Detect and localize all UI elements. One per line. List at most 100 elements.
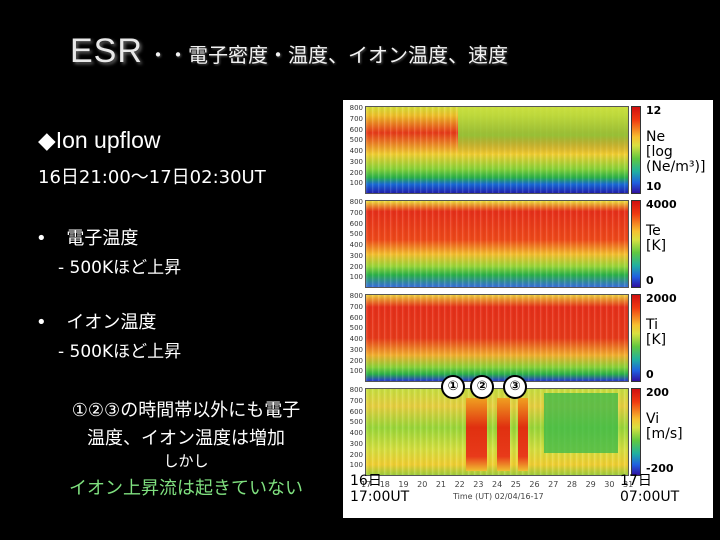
x-tick-label: 24 <box>492 480 503 489</box>
y-tick-label: 800 <box>349 198 363 206</box>
start-time-label: 16日 17:00UT <box>350 473 409 505</box>
panel-vi <box>365 388 629 476</box>
colorbar-label: Ti [K] <box>646 318 666 348</box>
title-subtitle: ・・電子密度・温度、イオン温度、速度 <box>148 43 509 67</box>
panel-ne <box>365 106 629 194</box>
y-tick-label: 400 <box>349 147 363 155</box>
y-tick-label: 200 <box>349 168 363 177</box>
conclusion-line-1: ①②③の時間帯以外にも電子 <box>71 400 301 421</box>
colorbar-te <box>631 200 641 288</box>
title-main: ESR <box>70 32 143 70</box>
y-tick-label: 300 <box>349 157 363 166</box>
colorbar-max: 12 <box>646 104 662 117</box>
conclusion-line-3: しかし <box>163 452 209 470</box>
end-day: 17日 <box>620 473 652 489</box>
bullet-ion-temp: • イオン温度 <box>36 308 156 334</box>
end-time-label: 17日 07:00UT <box>620 473 679 505</box>
ne-green-region <box>457 107 628 155</box>
y-tick-label: 700 <box>349 302 363 311</box>
colorbar-max: 200 <box>646 386 669 399</box>
x-tick-label: 18 <box>379 480 390 489</box>
x-tick-label: 17 <box>361 480 372 489</box>
y-tick-label: 300 <box>349 251 363 260</box>
y-tick-label: 600 <box>349 219 363 228</box>
x-tick-label: 28 <box>566 480 578 489</box>
vi-red-streak <box>497 397 511 471</box>
bullet-electron-temp-title: 電子温度 <box>66 228 139 249</box>
colorbar-label: Vi [m/s] <box>646 412 683 442</box>
y-tick-label: 300 <box>349 439 363 448</box>
colorbar-label-line: (Ne/m³)] <box>646 159 706 175</box>
bullet-ion-temp-note: - 500Kほど上昇 <box>58 342 182 362</box>
bullet-dot: • <box>36 312 47 333</box>
colorbar-min: -200 <box>646 462 674 475</box>
x-tick-label: 20 <box>417 480 428 489</box>
colorbar-label-line: [K] <box>646 238 667 254</box>
left-text-column: ◆Ion upflow 16日21:00～17日02:30UT • 電子温度 -… <box>0 0 340 540</box>
end-hour: 07:00UT <box>620 489 680 505</box>
y-tick-label: 200 <box>349 356 363 365</box>
y-tick-label: 500 <box>349 136 363 145</box>
conclusion-line-4: イオン上昇流は起きていない <box>69 478 303 499</box>
colorbar-label-line: [log <box>646 144 673 160</box>
x-axis-label: Time (UT) 02/04/16-17 <box>453 492 544 501</box>
y-tick-label: 600 <box>349 407 363 416</box>
y-tick-label: 700 <box>349 114 363 123</box>
x-tick-label: 21 <box>435 480 447 489</box>
y-tick-label: 100 <box>349 179 363 188</box>
marker-3: ③ <box>503 375 527 399</box>
panel-texture <box>366 201 628 287</box>
start-hour: 17:00UT <box>350 489 410 505</box>
x-tick-label: 25 <box>510 480 521 489</box>
slide-title: ESR ・・電子密度・温度、イオン温度、速度 <box>70 32 508 71</box>
x-tick-label: 26 <box>529 480 540 489</box>
esr-figure: 800 700 600 500 400 300 200 100 12 10 Ne [log (Ne/m³… <box>343 100 713 518</box>
panel-ti <box>365 294 629 382</box>
conclusion-line-2: 温度、イオン温度は増加 <box>87 428 285 449</box>
y-tick-label: 400 <box>349 335 363 343</box>
time-range: 16日21:00～17日02:30UT <box>38 167 266 188</box>
colorbar-label: Te [K] <box>646 224 666 254</box>
vi-green-region <box>544 393 618 454</box>
x-tick-label: 19 <box>398 480 409 489</box>
bullet-ion-temp-title: イオン温度 <box>66 312 157 333</box>
y-tick-label: 500 <box>349 230 363 239</box>
start-day: 16日 <box>350 473 382 489</box>
x-tick-label: 27 <box>548 480 559 489</box>
x-tick-label: 23 <box>473 480 484 489</box>
colorbar-min: 0 <box>646 274 654 287</box>
colorbar-vi <box>631 388 641 476</box>
y-tick-label: 800 <box>349 104 363 112</box>
y-tick-label: 700 <box>349 396 363 405</box>
x-tick-label: 30 <box>604 480 615 489</box>
vi-red-streak <box>465 397 487 471</box>
heading-ion-upflow: ◆Ion upflow <box>38 127 161 153</box>
x-tick-label: 22 <box>454 480 465 489</box>
y-tick-label: 600 <box>349 313 363 322</box>
colorbar-label-line: [K] <box>646 332 667 348</box>
y-tick-label: 100 <box>349 367 363 376</box>
panel-texture <box>366 295 628 381</box>
y-tick-label: 800 <box>349 292 363 300</box>
y-tick-label: 400 <box>349 241 363 249</box>
bullet-electron-temp: • 電子温度 <box>36 224 138 250</box>
y-tick-label: 700 <box>349 208 363 217</box>
y-tick-label: 300 <box>349 345 363 354</box>
bullet-electron-temp-note: - 500Kほど上昇 <box>58 258 182 278</box>
colorbar-max: 2000 <box>646 292 677 305</box>
marker-2: ② <box>470 375 494 399</box>
colorbar-min: 10 <box>646 180 662 193</box>
colorbar-label-line: Ti <box>646 317 659 333</box>
y-tick-label: 400 <box>349 429 363 437</box>
marker-1: ① <box>441 375 465 399</box>
y-tick-label: 500 <box>349 418 363 427</box>
colorbar-label-line: Vi <box>646 411 660 427</box>
panel-te <box>365 200 629 288</box>
y-tick-label: 200 <box>349 262 363 271</box>
y-tick-label: 100 <box>349 461 363 470</box>
y-tick-label: 200 <box>349 450 363 459</box>
colorbar-ti <box>631 294 641 382</box>
y-tick-label: 800 <box>349 386 363 394</box>
y-tick-label: 100 <box>349 273 363 282</box>
vi-red-streak <box>517 397 529 471</box>
